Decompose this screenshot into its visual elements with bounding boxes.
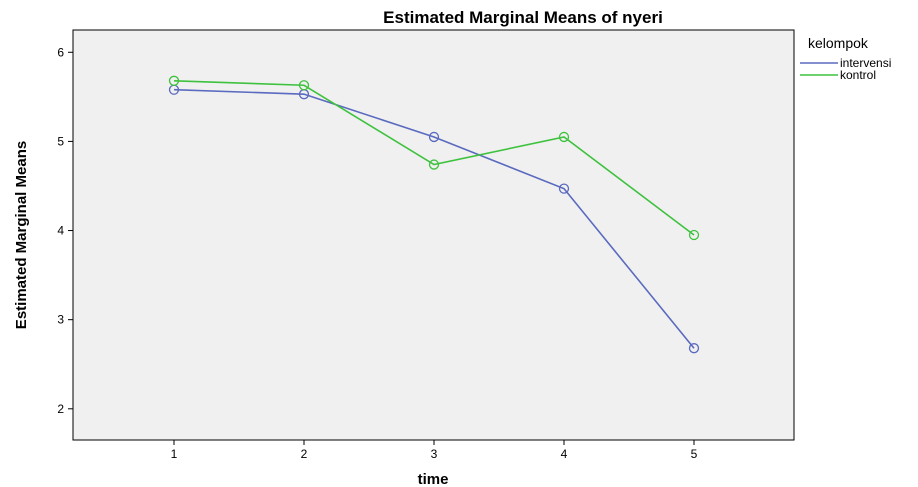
- legend-label-intervensi: intervensi: [840, 56, 891, 70]
- x-tick-label: 3: [431, 447, 438, 461]
- x-tick-label: 1: [171, 447, 178, 461]
- data-point-kontrol: [428, 159, 440, 170]
- data-point-kontrol: [688, 229, 700, 241]
- y-axis: 2 3 4 5 6: [57, 45, 73, 416]
- data-point-intervensi: [558, 183, 570, 194]
- y-tick-label: 2: [57, 402, 64, 416]
- x-axis: 1 2 3 4 5: [171, 440, 698, 461]
- y-tick-label: 5: [57, 134, 64, 148]
- series-line-kontrol: [173, 80, 695, 236]
- data-point-kontrol: [298, 80, 310, 91]
- y-tick-label: 4: [57, 224, 64, 238]
- data-point-kontrol: [558, 131, 570, 143]
- data-point-intervensi: [428, 131, 440, 143]
- y-axis-label: Estimated Marginal Means: [13, 141, 30, 329]
- x-tick-label: 5: [691, 447, 698, 461]
- legend-label-kontrol: kontrol: [840, 68, 876, 82]
- y-tick-label: 6: [57, 45, 64, 59]
- y-tick-label: 3: [57, 313, 64, 327]
- x-axis-label: time: [418, 471, 449, 487]
- plot-area: [72, 29, 795, 441]
- x-tick-label: 2: [301, 447, 308, 461]
- legend-title: kelompok: [808, 35, 869, 51]
- x-tick-label: 4: [561, 447, 568, 461]
- series-line-intervensi: [173, 88, 695, 349]
- data-point-kontrol: [168, 75, 180, 86]
- series-layer: [168, 75, 700, 354]
- chart-title: Estimated Marginal Means of nyeri: [383, 8, 663, 27]
- data-point-intervensi: [688, 343, 700, 354]
